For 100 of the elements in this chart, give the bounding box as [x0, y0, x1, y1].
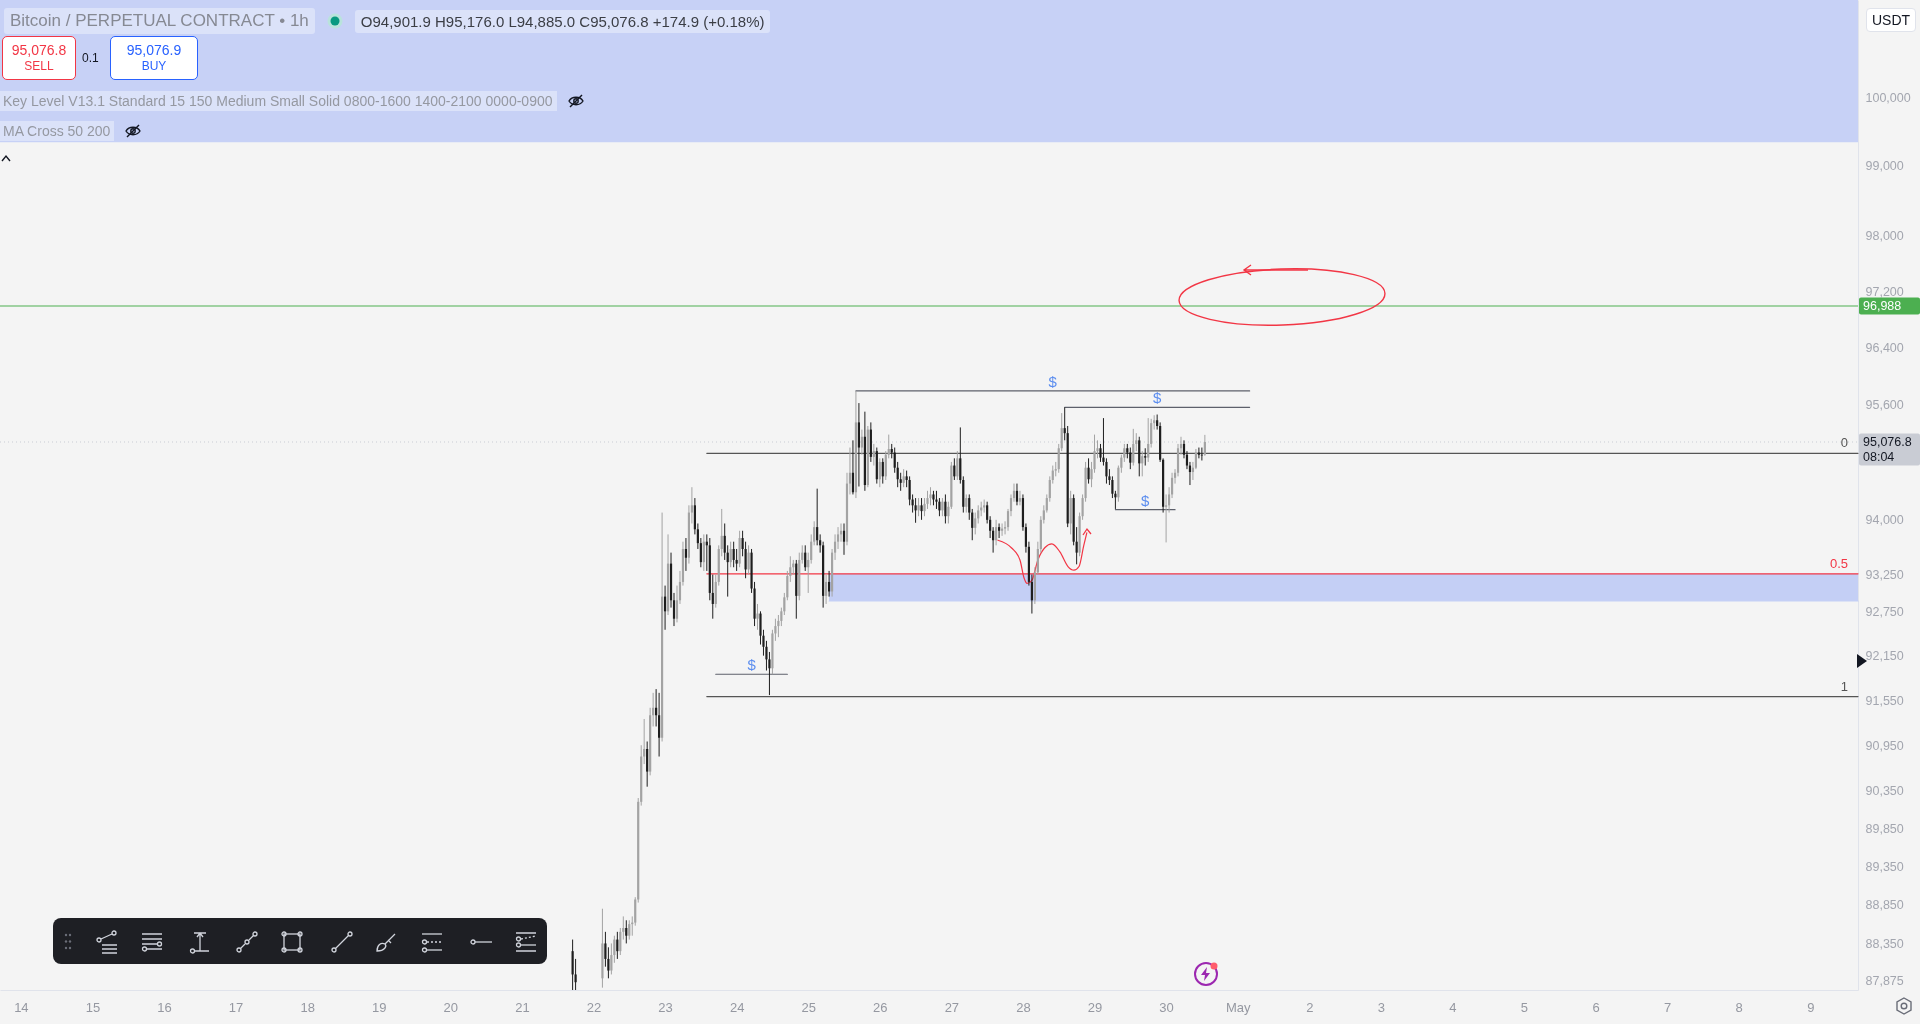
y-tick-label: 87,875	[1865, 973, 1904, 988]
x-tick-label: 17	[228, 999, 244, 1015]
lines-with-diagonal-icon[interactable]	[95, 930, 119, 954]
candlestick	[920, 497, 923, 521]
y-axis-title: USDT	[1866, 8, 1916, 32]
text: O94,901.9 H95,176.0 L94,885.0 C95,076.8 +174.9 (+0.18%)	[354, 9, 771, 33]
chevron-icon[interactable]	[1, 154, 11, 162]
dashed-lines-icon[interactable]	[420, 930, 444, 954]
y-tick-label: 97,200	[1865, 284, 1904, 299]
series-label: $	[1141, 491, 1151, 509]
candlestick	[1144, 447, 1147, 467]
y-tick-label: 96,400	[1865, 341, 1904, 356]
eye-off-icon[interactable]	[566, 94, 585, 108]
stacked-lines-icon[interactable]	[514, 930, 538, 954]
y-tick-label: 90,950	[1865, 738, 1904, 753]
x-tick-label: May	[1225, 999, 1251, 1015]
annotation: MA Cross 50 200	[0, 121, 115, 141]
vertical-arrow-icon[interactable]	[188, 930, 212, 954]
candlestick	[747, 544, 750, 576]
x-tick-label: 16	[157, 999, 172, 1015]
x-tick-label: 19	[372, 999, 387, 1015]
y-tick-label: 99,000	[1865, 159, 1904, 174]
x-tick-label: 14	[14, 999, 29, 1015]
candlestick	[965, 493, 968, 514]
sell-button[interactable]: 95,076.8 SELL	[2, 36, 76, 80]
x-tick-label: 5	[1520, 999, 1529, 1015]
annotation: 95,076.9	[126, 42, 182, 59]
horizontal-lines-icon[interactable]	[140, 930, 164, 954]
candlestick	[777, 614, 780, 638]
candlestick	[899, 472, 902, 492]
buy-button[interactable]: 95,076.9 BUY	[110, 36, 198, 80]
x-tick-label: 23	[658, 999, 673, 1015]
candlestick	[628, 919, 631, 941]
y-tick-label: 98,000	[1865, 228, 1904, 243]
candlestick	[872, 443, 875, 467]
candlestick	[860, 429, 863, 456]
candlestick	[735, 548, 738, 572]
y-tick-label: 88,350	[1865, 936, 1904, 951]
annotation: Key Level V13.1 Standard 15 150 Medium Small Solid 0800-1600 1400-2100 0000-0900	[0, 91, 557, 111]
candlestick	[1147, 417, 1150, 463]
diagonal-line-icon[interactable]	[330, 930, 354, 954]
grip-icon[interactable]	[64, 933, 72, 950]
candlestick	[914, 497, 917, 524]
candlestick	[825, 574, 828, 605]
series-label: 0	[1840, 435, 1848, 451]
series-label: $	[1048, 372, 1058, 390]
y-tick-label: 88,850	[1865, 898, 1904, 913]
candlestick	[1018, 490, 1022, 506]
horizontal-line-icon[interactable]	[470, 939, 492, 945]
candlestick	[646, 740, 649, 788]
candlestick	[1138, 436, 1141, 477]
y-tick-label: 92,150	[1865, 649, 1904, 664]
y-tick-label: 91,550	[1865, 693, 1904, 708]
x-tick-label: 29	[1087, 999, 1103, 1015]
x-tick-label: 8	[1735, 999, 1743, 1015]
candlestick	[1129, 447, 1132, 470]
x-tick-label: 21	[515, 999, 530, 1015]
x-tick-label: 22	[586, 999, 602, 1015]
zigzag-line-icon[interactable]	[235, 930, 259, 954]
candlestick	[1087, 457, 1090, 485]
candlestick	[610, 942, 613, 975]
x-tick-label: 9	[1807, 999, 1815, 1015]
candlestick	[1015, 483, 1019, 506]
candlestick	[625, 919, 628, 944]
x-tick-label: 6	[1592, 999, 1600, 1015]
ref-line-label: 95,076.8 08:04	[1863, 434, 1912, 464]
lightning-icon[interactable]	[1192, 960, 1220, 988]
series-label: 0.5	[1829, 555, 1848, 571]
y-tick-label: 95,600	[1865, 398, 1904, 413]
annotation: 95,076.8	[11, 42, 67, 59]
ref-line-label: 96,988	[1863, 298, 1902, 313]
candlestick	[756, 603, 759, 631]
candlestick	[1203, 434, 1206, 457]
candlestick	[732, 541, 735, 568]
series-label: 1	[1840, 678, 1848, 694]
square-icon[interactable]	[280, 930, 304, 954]
x-tick-label: 27	[944, 999, 960, 1015]
x-tick-label: 3	[1377, 999, 1385, 1015]
settings-icon[interactable]	[1895, 997, 1913, 1015]
y-tick-label: 89,350	[1865, 860, 1904, 875]
candlestick	[974, 512, 977, 535]
y-tick-label: 94,000	[1865, 513, 1904, 528]
annotation: 0.1	[82, 51, 99, 65]
x-tick-label: 15	[85, 999, 101, 1015]
y-tick-label: 92,750	[1865, 604, 1904, 619]
x-tick-label: 30	[1159, 999, 1174, 1015]
y-tick-label: 89,850	[1865, 821, 1904, 836]
series-label: $	[1152, 389, 1162, 407]
eye-off-icon[interactable]	[124, 124, 143, 138]
candlestick	[917, 497, 920, 517]
x-tick-label: 2	[1306, 999, 1314, 1015]
x-tick-label: 4	[1449, 999, 1457, 1015]
toolbar[interactable]	[53, 918, 547, 964]
candlestick	[658, 692, 661, 758]
text: Bitcoin / PERPETUAL CONTRACT • 1h	[4, 8, 315, 34]
x-tick-label: 28	[1016, 999, 1031, 1015]
candlestick	[956, 450, 959, 481]
candlestick	[944, 493, 947, 524]
y-tick-label: 100,000	[1865, 90, 1911, 105]
candlestick	[902, 468, 905, 488]
